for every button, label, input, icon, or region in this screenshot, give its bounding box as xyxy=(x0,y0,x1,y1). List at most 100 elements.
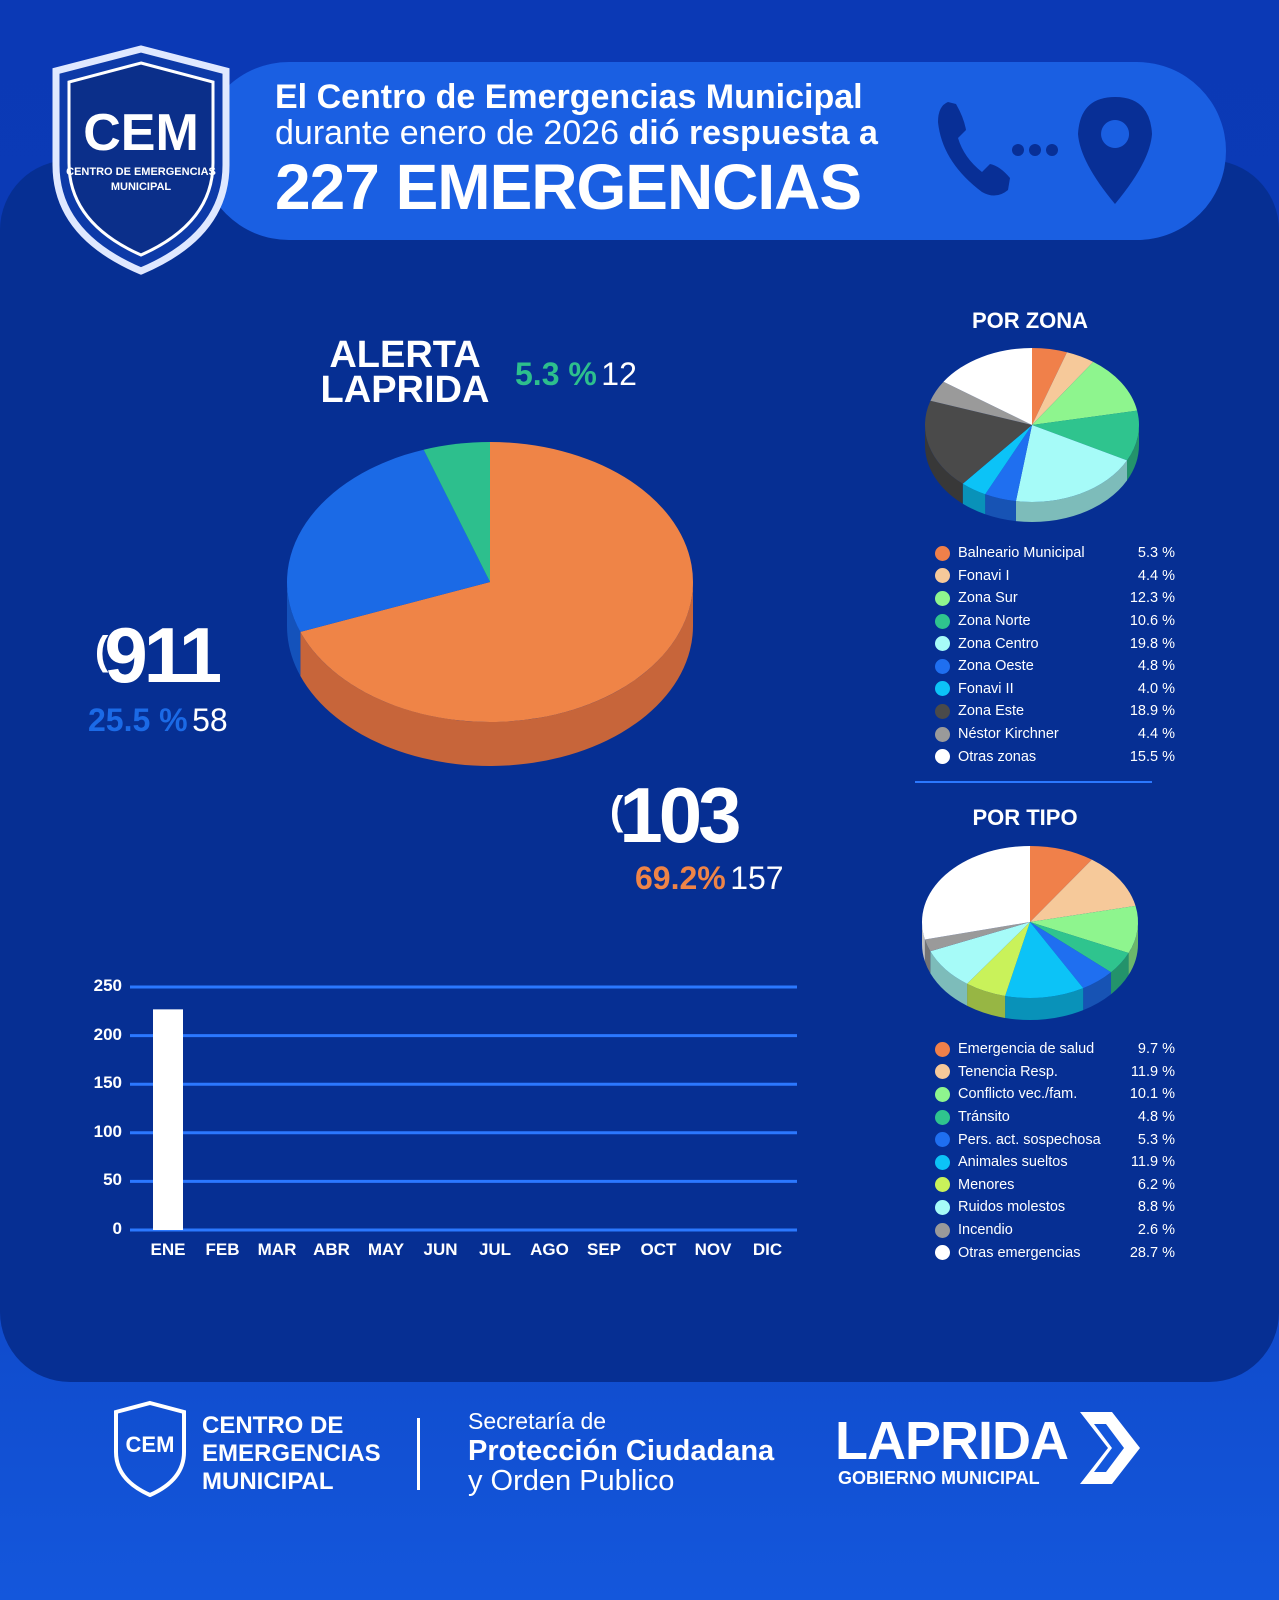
legend-item: Emergencia de salud 9.7 % xyxy=(935,1038,1175,1061)
legend-item: Zona Este 18.9 % xyxy=(935,700,1175,723)
y-tick-label: 0 xyxy=(112,1219,122,1238)
tipo-pie-slice-side xyxy=(924,939,931,974)
legend-item: Otras zonas 15.5 % xyxy=(935,745,1175,768)
legend-swatch xyxy=(935,726,950,742)
tipo-pie-slice xyxy=(967,922,1030,996)
legend-label: Zona Norte xyxy=(958,613,1031,630)
divider xyxy=(915,781,1152,783)
alerta-label: ALERTA LAPRIDA xyxy=(320,334,490,411)
legend-value: 11.9 % xyxy=(1130,1154,1175,1171)
legend-value: 15.5 % xyxy=(1129,748,1175,765)
legend-label: Tránsito xyxy=(958,1109,1010,1126)
legend-value: 11.9 % xyxy=(1130,1063,1175,1080)
legend-swatch xyxy=(935,1064,950,1080)
main-pie-slice-side xyxy=(287,582,301,676)
cem-shield-logo: CEM CENTRO DE EMERGENCIAS MUNICIPAL xyxy=(52,45,230,275)
main-pie-slice-side xyxy=(300,582,693,766)
legend-value: 4.8 % xyxy=(1137,658,1175,675)
legend-value: 2.6 % xyxy=(1137,1222,1175,1239)
x-tick-label: NOV xyxy=(694,1240,732,1259)
footer-cem-name: CENTRO DE EMERGENCIAS MUNICIPAL xyxy=(202,1412,381,1495)
legend-label: Animales sueltos xyxy=(958,1154,1068,1171)
tipo-pie-slice xyxy=(921,846,1030,940)
tipo-pie-slice-side xyxy=(1111,953,1129,995)
label-911: (911 xyxy=(95,611,222,699)
x-tick-label: DIC xyxy=(752,1240,783,1259)
zona-pie-slice xyxy=(930,381,1032,425)
svg-text:MUNICIPAL: MUNICIPAL xyxy=(111,181,172,193)
legend-item: Conflicto vec./fam. 10.1 % xyxy=(935,1083,1175,1106)
zona-pie-slice xyxy=(1032,352,1094,425)
tipo-pie-slice-side xyxy=(1083,972,1112,1011)
legend-value: 18.9 % xyxy=(1129,703,1175,720)
zona-pie-slice-side xyxy=(925,425,963,504)
x-tick-label: AGO xyxy=(530,1240,569,1259)
legend-label: Incendio xyxy=(958,1222,1013,1239)
header-line-2: durante enero de 2026 dió respuesta a xyxy=(275,114,878,152)
legend-label: Balneario Municipal xyxy=(958,545,1085,562)
legend-label: Emergencia de salud xyxy=(958,1041,1095,1058)
legend-swatch xyxy=(935,681,950,697)
tipo-pie-slice-side xyxy=(922,922,925,962)
tipo-pie-slice xyxy=(1030,922,1112,989)
x-tick-label: MAY xyxy=(367,1240,405,1259)
legend-label: Otras zonas xyxy=(958,748,1037,765)
zona-pie-slice xyxy=(962,425,1032,495)
legend-value: 10.6 % xyxy=(1129,613,1175,630)
legend-item: Zona Sur 12.3 % xyxy=(935,587,1175,610)
zona-pie-slice-side xyxy=(985,494,1016,522)
y-tick-label: 50 xyxy=(103,1170,122,1190)
legend-label: Pers. act. sospechosa xyxy=(958,1131,1101,1148)
legend-swatch xyxy=(935,590,950,606)
zona-pie-slice xyxy=(1032,410,1139,461)
tipo-pie-slice xyxy=(1030,846,1092,922)
legend-item: Zona Oeste 4.8 % xyxy=(935,655,1175,678)
legend-swatch xyxy=(935,1109,950,1125)
legend-value: 5.3 % xyxy=(1137,545,1175,562)
legend-value: 5.3 % xyxy=(1137,1131,1175,1148)
legend-value: 4.4 % xyxy=(1137,726,1175,743)
tipo-pie-slice-side xyxy=(1128,922,1138,976)
legend-label: Ruidos molestos xyxy=(958,1199,1066,1216)
zona-pie-slice-side xyxy=(1127,425,1139,481)
logo-abbr: CEM xyxy=(83,104,199,162)
tipo-pie-slice xyxy=(1030,905,1139,954)
legend-label: Néstor Kirchner xyxy=(958,726,1059,743)
legend-swatch xyxy=(935,545,950,561)
legend-swatch xyxy=(935,658,950,674)
zona-pie-slice xyxy=(985,425,1032,502)
legend-value: 19.8 % xyxy=(1129,635,1175,652)
legend-item: Zona Centro 19.8 % xyxy=(935,632,1175,655)
header-total: 227 EMERGENCIAS xyxy=(275,151,862,223)
legend-item: Ruidos molestos 8.8 % xyxy=(935,1196,1175,1219)
zona-pie-slice xyxy=(1015,425,1128,503)
zona-pie-slice-side xyxy=(1015,460,1128,522)
tipo-pie-slice xyxy=(1005,922,1084,998)
footer-laprida: LAPRIDA xyxy=(835,1411,1069,1471)
legend-item: Fonavi I 4.4 % xyxy=(935,565,1175,588)
legend-swatch xyxy=(935,1132,950,1148)
legend-value: 12.3 % xyxy=(1129,590,1175,607)
tipo-pie-slice-side xyxy=(930,951,968,1006)
legend-swatch xyxy=(935,613,950,629)
legend-swatch xyxy=(935,749,950,765)
phone-icon xyxy=(938,102,1010,196)
legend-swatch xyxy=(935,703,950,719)
legend-label: Tenencia Resp. xyxy=(958,1063,1058,1080)
tipo-pie-slice-side xyxy=(967,983,1006,1018)
y-tick-label: 100 xyxy=(93,1121,122,1141)
tipo-pie-slice xyxy=(1030,922,1129,973)
tipo-pie-slice-side xyxy=(1005,988,1084,1021)
legend-swatch xyxy=(935,1245,950,1261)
y-tick-label: 150 xyxy=(93,1073,122,1093)
legend-value: 4.0 % xyxy=(1137,680,1175,697)
legend-label: Fonavi II xyxy=(958,680,1014,697)
main-pie-slice xyxy=(300,442,693,722)
y-tick-label: 250 xyxy=(93,976,122,995)
legend-label: Zona Centro xyxy=(958,635,1039,652)
footer-secretaria: Secretaría de Protección Ciudadana y Orden… xyxy=(468,1408,775,1497)
legend-label: Otras emergencias xyxy=(958,1244,1081,1261)
legend-value: 6.2 % xyxy=(1137,1176,1175,1193)
